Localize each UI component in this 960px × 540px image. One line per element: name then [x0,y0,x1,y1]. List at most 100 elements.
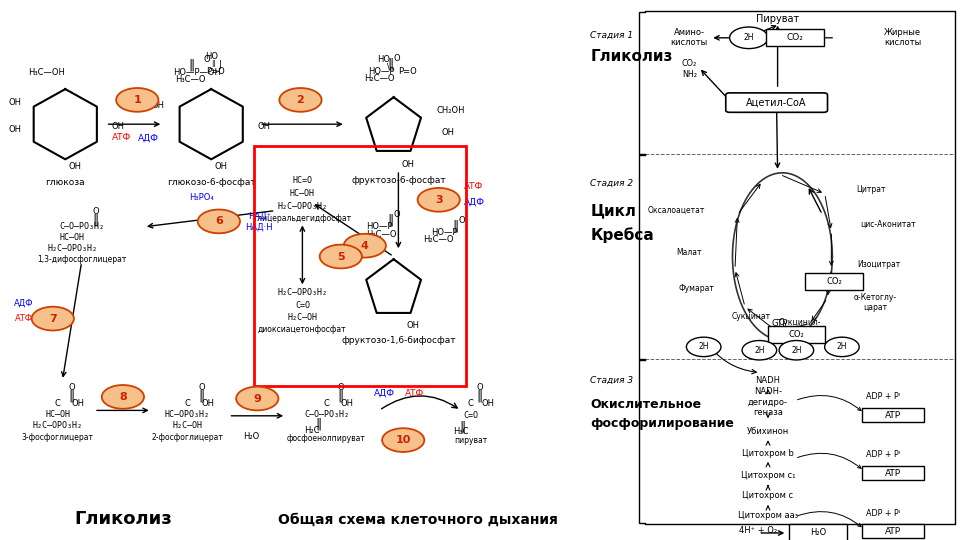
Text: ‖: ‖ [388,214,394,227]
Text: |: | [220,60,222,69]
Text: HO: HO [377,55,391,64]
Text: 3: 3 [435,195,443,205]
Text: CO₂: CO₂ [682,59,697,68]
Text: OH: OH [72,400,85,408]
Text: H₂O: H₂O [244,432,259,441]
Text: глицеральдегидфосфат: глицеральдегидфосфат [253,214,351,223]
Text: OH: OH [68,162,82,171]
Text: 1: 1 [133,95,141,105]
Text: АДФ: АДФ [138,133,159,142]
Text: Цитохром c₁: Цитохром c₁ [741,471,795,480]
Text: P=O: P=O [206,67,226,76]
Text: Цитрат: Цитрат [856,185,885,194]
Text: ‖: ‖ [199,389,204,402]
Text: O: O [394,55,399,63]
Text: 2H: 2H [699,342,708,352]
Text: Малат: Малат [677,248,702,257]
Text: OH: OH [482,400,495,408]
Text: фосфорилирование: фосфорилирование [590,417,734,430]
Text: 2H: 2H [791,346,802,355]
Text: АДФ: АДФ [373,389,395,397]
Text: C: C [55,400,60,408]
Text: Жирные
кислоты: Жирные кислоты [884,28,921,48]
Text: Гликолиз: Гликолиз [74,510,172,529]
Text: Оксалоацетат: Оксалоацетат [648,206,706,215]
Text: HO—P: HO—P [366,222,393,231]
Text: ADP + Pᴵ: ADP + Pᴵ [866,509,900,517]
Text: H₂C—O: H₂C—O [364,74,395,83]
Text: OH: OH [9,98,22,107]
Circle shape [742,341,777,360]
Text: 1,3-дифосфоглицерат: 1,3-дифосфоглицерат [36,255,127,264]
Text: 2: 2 [297,95,304,105]
FancyBboxPatch shape [805,273,863,291]
Text: C: C [468,400,473,408]
Circle shape [780,341,814,360]
Text: ‖: ‖ [453,219,459,232]
Text: Амино-
кислоты: Амино- кислоты [671,28,708,48]
Text: 3-фосфоглицерат: 3-фосфоглицерат [21,433,93,442]
FancyBboxPatch shape [862,524,924,538]
Text: Цитохром c: Цитохром c [742,491,794,500]
Text: OH: OH [111,123,125,131]
Text: O: O [69,383,75,392]
Text: HC=O: HC=O [293,177,312,185]
Circle shape [418,188,460,212]
Text: АДФ: АДФ [14,299,34,308]
Text: ‖: ‖ [69,389,75,402]
Text: ‖: ‖ [189,58,195,71]
Text: Стадия 1: Стадия 1 [590,31,634,39]
Text: Кребса: Кребса [590,227,654,243]
Text: 4: 4 [361,241,369,251]
Text: O: O [204,55,209,64]
Text: 6: 6 [215,217,223,226]
Circle shape [116,88,158,112]
Text: Стадия 3: Стадия 3 [590,376,634,385]
Text: OH: OH [202,400,215,408]
Text: HC—OH: HC—OH [45,410,70,419]
Text: HO—P: HO—P [368,67,395,76]
Text: ATP: ATP [885,411,900,420]
Text: ||: || [211,60,216,67]
Text: Цикл: Цикл [590,203,636,218]
Text: Пируват: Пируват [756,14,800,24]
Text: OH: OH [406,321,420,329]
Text: OH: OH [152,101,165,110]
Text: фруктозо-6-фосфат: фруктозо-6-фосфат [351,177,445,185]
Circle shape [730,27,768,49]
Text: H₂C—OPO₃H₂: H₂C—OPO₃H₂ [33,421,83,430]
Text: глюкоза: глюкоза [45,178,85,187]
Text: НАД⁺: НАД⁺ [248,212,271,220]
Text: C=O: C=O [295,301,310,309]
Text: 8: 8 [119,392,127,402]
FancyBboxPatch shape [862,466,924,480]
FancyBboxPatch shape [862,408,924,422]
Text: АТФ: АТФ [112,133,132,142]
Circle shape [198,210,240,233]
Text: ‖: ‖ [316,417,322,430]
Text: ‖: ‖ [388,58,394,71]
Circle shape [320,245,362,268]
Text: O: O [477,383,483,392]
Text: ATP: ATP [885,527,900,536]
Text: α-Кетоглу-
царат: α-Кетоглу- царат [854,293,897,312]
Text: C: C [324,400,329,408]
FancyBboxPatch shape [768,326,826,343]
Circle shape [825,337,859,356]
Text: NH₂: NH₂ [682,70,697,79]
Text: H₂C—OH: H₂C—OH [287,313,318,322]
Text: ‖: ‖ [338,389,344,402]
Text: OH: OH [214,162,228,171]
Text: 5: 5 [337,252,345,261]
Text: НАД·Н: НАД·Н [246,222,273,231]
Text: HC—OH: HC—OH [290,189,315,198]
Text: АТФ: АТФ [405,389,424,397]
Text: HO—P: HO—P [431,228,458,237]
Text: H₂C—OPO₃H₂: H₂C—OPO₃H₂ [47,244,97,253]
Text: пируват: пируват [454,436,487,444]
Text: OH: OH [401,160,415,169]
Text: H₂C: H₂C [304,426,320,435]
Text: P=O: P=O [398,67,418,76]
Circle shape [236,387,278,410]
Text: H₃PO₄: H₃PO₄ [189,193,214,201]
